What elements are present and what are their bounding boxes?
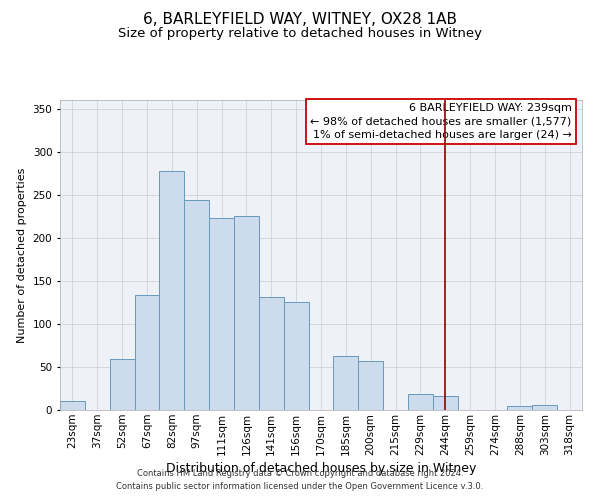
Bar — [160, 170, 184, 410]
Bar — [532, 405, 557, 410]
Bar — [209, 218, 234, 410]
Bar — [433, 396, 458, 410]
Text: 6 BARLEYFIELD WAY: 239sqm
← 98% of detached houses are smaller (1,577)
1% of sem: 6 BARLEYFIELD WAY: 239sqm ← 98% of detac… — [310, 103, 572, 140]
Bar — [334, 356, 358, 410]
Text: Size of property relative to detached houses in Witney: Size of property relative to detached ho… — [118, 28, 482, 40]
Bar — [60, 402, 85, 410]
Bar — [134, 294, 160, 410]
Bar — [184, 200, 209, 410]
Bar — [259, 297, 284, 410]
Bar — [110, 359, 134, 410]
X-axis label: Distribution of detached houses by size in Witney: Distribution of detached houses by size … — [166, 462, 476, 475]
Text: Contains public sector information licensed under the Open Government Licence v.: Contains public sector information licen… — [116, 482, 484, 491]
Bar — [508, 406, 532, 410]
Bar — [358, 361, 383, 410]
Y-axis label: Number of detached properties: Number of detached properties — [17, 168, 27, 342]
Bar — [234, 216, 259, 410]
Bar — [408, 394, 433, 410]
Bar — [284, 302, 308, 410]
Text: Contains HM Land Registry data © Crown copyright and database right 2024.: Contains HM Land Registry data © Crown c… — [137, 468, 463, 477]
Text: 6, BARLEYFIELD WAY, WITNEY, OX28 1AB: 6, BARLEYFIELD WAY, WITNEY, OX28 1AB — [143, 12, 457, 28]
